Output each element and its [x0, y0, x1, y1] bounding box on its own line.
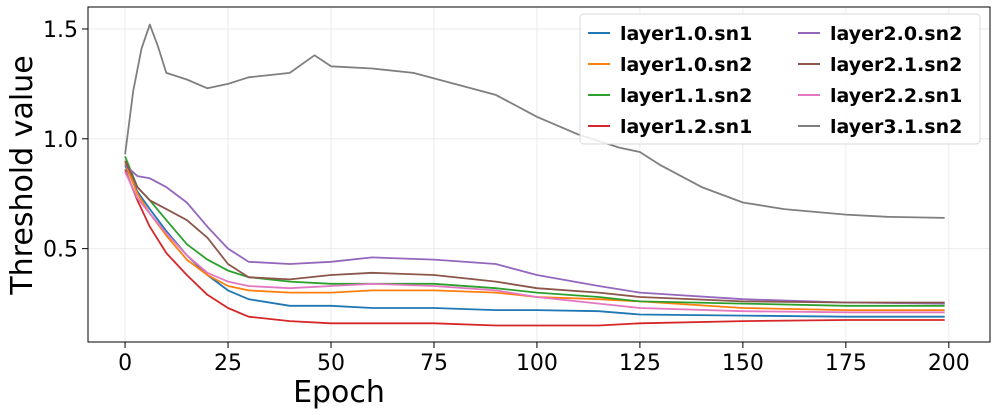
- series-line-layer1.2.sn1: [124, 169, 945, 327]
- legend: layer1.0.sn1 layer1.0.sn2 layer1.1.sn2 laye…: [579, 13, 981, 145]
- x-tick-label: 25: [214, 351, 242, 376]
- x-tick-label: 100: [516, 351, 558, 376]
- series-line-layer1.1.sn2: [124, 156, 945, 307]
- legend-label-layer1.0.sn1: layer1.0.sn1: [620, 23, 752, 45]
- legend-label-layer1.2.sn1: layer1.2.sn1: [620, 116, 752, 138]
- axis-ticks: 0 25 50 75 100 125 150 175 200 0.5 1.0 1.5: [43, 18, 970, 376]
- legend-label-layer2.2.sn1: layer2.2.sn1: [830, 85, 962, 107]
- legend-label-layer2.1.sn2: layer2.1.sn2: [830, 54, 962, 76]
- y-axis-label: Threshold value: [5, 55, 40, 295]
- x-tick-label: 150: [722, 351, 764, 376]
- series-line-layer3.1.sn2: [124, 23, 945, 219]
- series-line-layer2.2.sn1: [124, 171, 945, 314]
- series-line-layer2.1.sn2: [124, 160, 945, 304]
- x-tick-label: 175: [825, 351, 867, 376]
- x-tick-label: 75: [420, 351, 448, 376]
- y-tick-label: 1.0: [43, 128, 78, 153]
- y-tick-label: 0.5: [43, 238, 78, 263]
- x-tick-label: 0: [118, 351, 132, 376]
- legend-label-layer2.0.sn2: layer2.0.sn2: [830, 23, 962, 45]
- x-tick-label: 50: [317, 351, 345, 376]
- x-axis-label: Epoch: [293, 375, 385, 410]
- y-tick-label: 1.5: [43, 18, 78, 43]
- plot-frame: [87, 6, 991, 343]
- legend-label-layer1.1.sn2: layer1.1.sn2: [620, 85, 752, 107]
- legend-label-layer3.1.sn2: layer3.1.sn2: [830, 116, 962, 138]
- series-line-layer2.0.sn2: [124, 164, 945, 305]
- x-tick-label: 125: [619, 351, 661, 376]
- legend-label-layer1.0.sn2: layer1.0.sn2: [620, 54, 752, 76]
- series-lines: [124, 23, 945, 327]
- x-tick-label: 200: [928, 351, 970, 376]
- legend-box: [579, 13, 981, 145]
- series-line-layer1.0.sn1: [124, 164, 945, 318]
